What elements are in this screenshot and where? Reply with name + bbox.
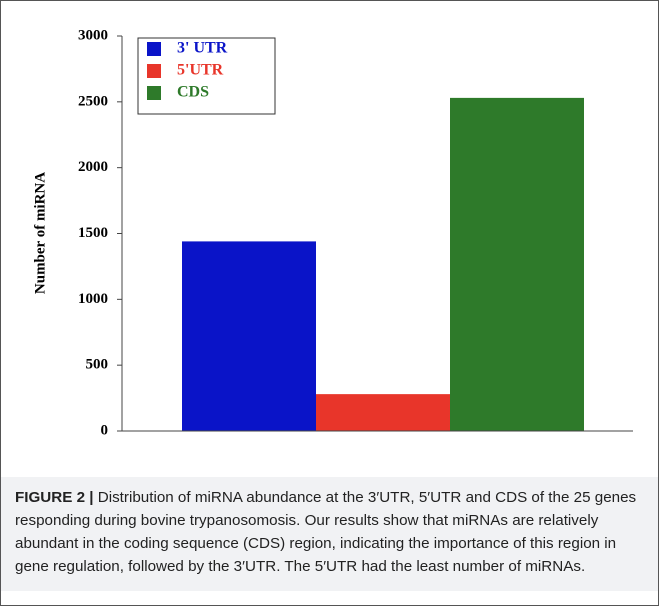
- y-tick-label: 0: [101, 422, 109, 438]
- legend-label: 3' UTR: [177, 40, 228, 57]
- y-tick-label: 500: [86, 357, 109, 373]
- y-tick-label: 1500: [78, 225, 108, 241]
- chart: Number of miRNA 0 500 1000 1500 2000 2500 3000…: [32, 27, 633, 438]
- legend-swatch: [147, 86, 161, 100]
- legend-swatch: [147, 64, 161, 78]
- caption-text: Distribution of miRNA abundance at the 3…: [15, 489, 637, 575]
- caption-label: FIGURE 2 |: [15, 489, 94, 506]
- y-tick-label: 2500: [78, 93, 108, 109]
- y-tick-label: 2000: [78, 159, 108, 175]
- bar: [316, 394, 450, 431]
- bar: [450, 97, 584, 431]
- legend-label: CDS: [177, 84, 209, 101]
- y-tick-label: 3000: [78, 27, 108, 43]
- legend-swatch: [147, 42, 161, 56]
- caption: FIGURE 2 | Distribution of miRNA abundan…: [1, 477, 658, 591]
- y-axis-label: Number of miRNA: [32, 172, 48, 294]
- legend-label: 5'UTR: [177, 62, 224, 79]
- y-tick-label: 1000: [78, 291, 108, 307]
- bar: [182, 241, 316, 431]
